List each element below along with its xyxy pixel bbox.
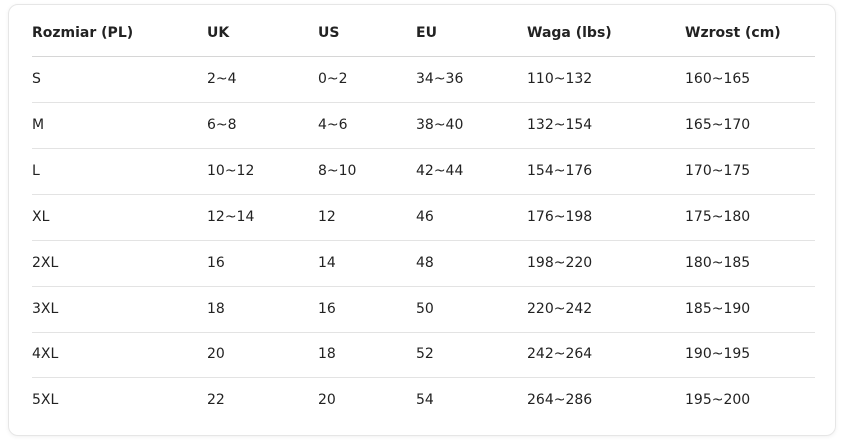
table-cell: 170~175 [685,162,751,179]
table-cell: S [32,71,41,87]
table-cell: 12~14 [207,208,255,225]
table-cell: 20 [207,346,225,363]
table-cell: 110~132 [527,71,593,87]
header-cell: UK [207,25,230,41]
table-cell: 52 [416,346,434,363]
table-cell: 0~2 [318,71,348,87]
table-cell: 2XL [32,254,59,271]
header-cell: Waga (lbs) [527,25,612,41]
table-cell: 5XL [32,392,59,409]
size-table-card [8,4,836,436]
table-cell: 54 [416,392,434,409]
row-divider [32,332,815,333]
table-cell: 20 [318,392,336,409]
table-cell: 264~286 [527,392,593,409]
table-cell: 18 [207,300,225,317]
table-cell: M [32,116,45,133]
table-cell: 14 [318,254,336,271]
table-cell: 3XL [32,300,59,317]
table-cell: 154~176 [527,162,593,179]
row-divider [32,286,815,287]
header-cell: EU [416,25,437,41]
table-cell: 16 [318,300,336,317]
row-divider [32,240,815,241]
header-divider [32,56,815,57]
table-cell: 12 [318,208,336,225]
table-cell: 46 [416,208,434,225]
table-cell: 195~200 [685,392,751,409]
table-cell: 4~6 [318,116,348,133]
table-cell: 165~170 [685,116,751,133]
table-cell: 220~242 [527,300,593,317]
table-cell: 22 [207,392,225,409]
table-cell: 132~154 [527,116,593,133]
table-cell: 4XL [32,346,59,363]
table-cell: 180~185 [685,254,751,271]
table-cell: 198~220 [527,254,593,271]
header-cell: US [318,25,340,41]
table-cell: 242~264 [527,346,593,363]
table-cell: 16 [207,254,225,271]
table-cell: 8~10 [318,162,357,179]
header-cell: Wzrost (cm) [685,25,781,41]
table-cell: 18 [318,346,336,363]
table-cell: 160~165 [685,71,751,87]
table-cell: 6~8 [207,116,237,133]
table-cell: 48 [416,254,434,271]
table-cell: 2~4 [207,71,237,87]
table-cell: 175~180 [685,208,751,225]
row-divider [32,148,815,149]
table-cell: XL [32,208,50,225]
table-cell: 38~40 [416,116,464,133]
header-cell: Rozmiar (PL) [32,25,134,41]
table-cell: L [32,162,40,179]
row-divider [32,102,815,103]
table-cell: 176~198 [527,208,593,225]
row-divider [32,377,815,378]
table-cell: 34~36 [416,71,464,87]
table-cell: 185~190 [685,300,751,317]
table-cell: 50 [416,300,434,317]
row-divider [32,194,815,195]
table-cell: 190~195 [685,346,751,363]
table-cell: 42~44 [416,162,464,179]
table-cell: 10~12 [207,162,255,179]
